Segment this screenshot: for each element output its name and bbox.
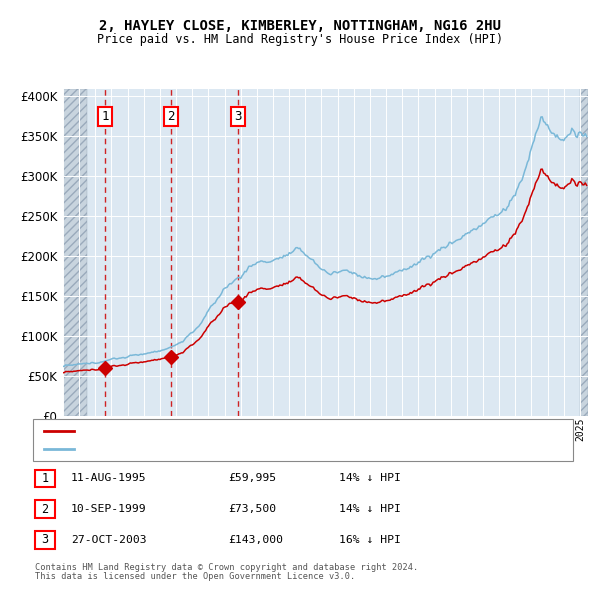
Text: 10-SEP-1999: 10-SEP-1999 bbox=[71, 504, 146, 514]
Text: £143,000: £143,000 bbox=[228, 535, 283, 545]
Text: This data is licensed under the Open Government Licence v3.0.: This data is licensed under the Open Gov… bbox=[35, 572, 355, 581]
Text: 1: 1 bbox=[101, 110, 109, 123]
Text: £59,995: £59,995 bbox=[228, 474, 276, 483]
Bar bbox=[580, 88, 588, 416]
Text: 16% ↓ HPI: 16% ↓ HPI bbox=[339, 535, 401, 545]
Text: 11-AUG-1995: 11-AUG-1995 bbox=[71, 474, 146, 483]
Bar bbox=[63, 88, 87, 416]
Text: 3: 3 bbox=[41, 533, 49, 546]
Text: 1: 1 bbox=[41, 472, 49, 485]
Text: 14% ↓ HPI: 14% ↓ HPI bbox=[339, 504, 401, 514]
Text: 2, HAYLEY CLOSE, KIMBERLEY, NOTTINGHAM, NG16 2HU: 2, HAYLEY CLOSE, KIMBERLEY, NOTTINGHAM, … bbox=[99, 19, 501, 33]
Text: 3: 3 bbox=[234, 110, 242, 123]
Text: Contains HM Land Registry data © Crown copyright and database right 2024.: Contains HM Land Registry data © Crown c… bbox=[35, 563, 418, 572]
Text: 27-OCT-2003: 27-OCT-2003 bbox=[71, 535, 146, 545]
Text: Price paid vs. HM Land Registry's House Price Index (HPI): Price paid vs. HM Land Registry's House … bbox=[97, 33, 503, 46]
Text: 2: 2 bbox=[167, 110, 175, 123]
Text: 2: 2 bbox=[41, 503, 49, 516]
Bar bbox=[63, 88, 87, 416]
Text: HPI: Average price, detached house, Broxtowe: HPI: Average price, detached house, Brox… bbox=[78, 444, 342, 454]
Text: 14% ↓ HPI: 14% ↓ HPI bbox=[339, 474, 401, 483]
Text: £73,500: £73,500 bbox=[228, 504, 276, 514]
Bar bbox=[580, 88, 588, 416]
Text: 2, HAYLEY CLOSE, KIMBERLEY, NOTTINGHAM, NG16 2HU (detached house): 2, HAYLEY CLOSE, KIMBERLEY, NOTTINGHAM, … bbox=[78, 426, 468, 436]
